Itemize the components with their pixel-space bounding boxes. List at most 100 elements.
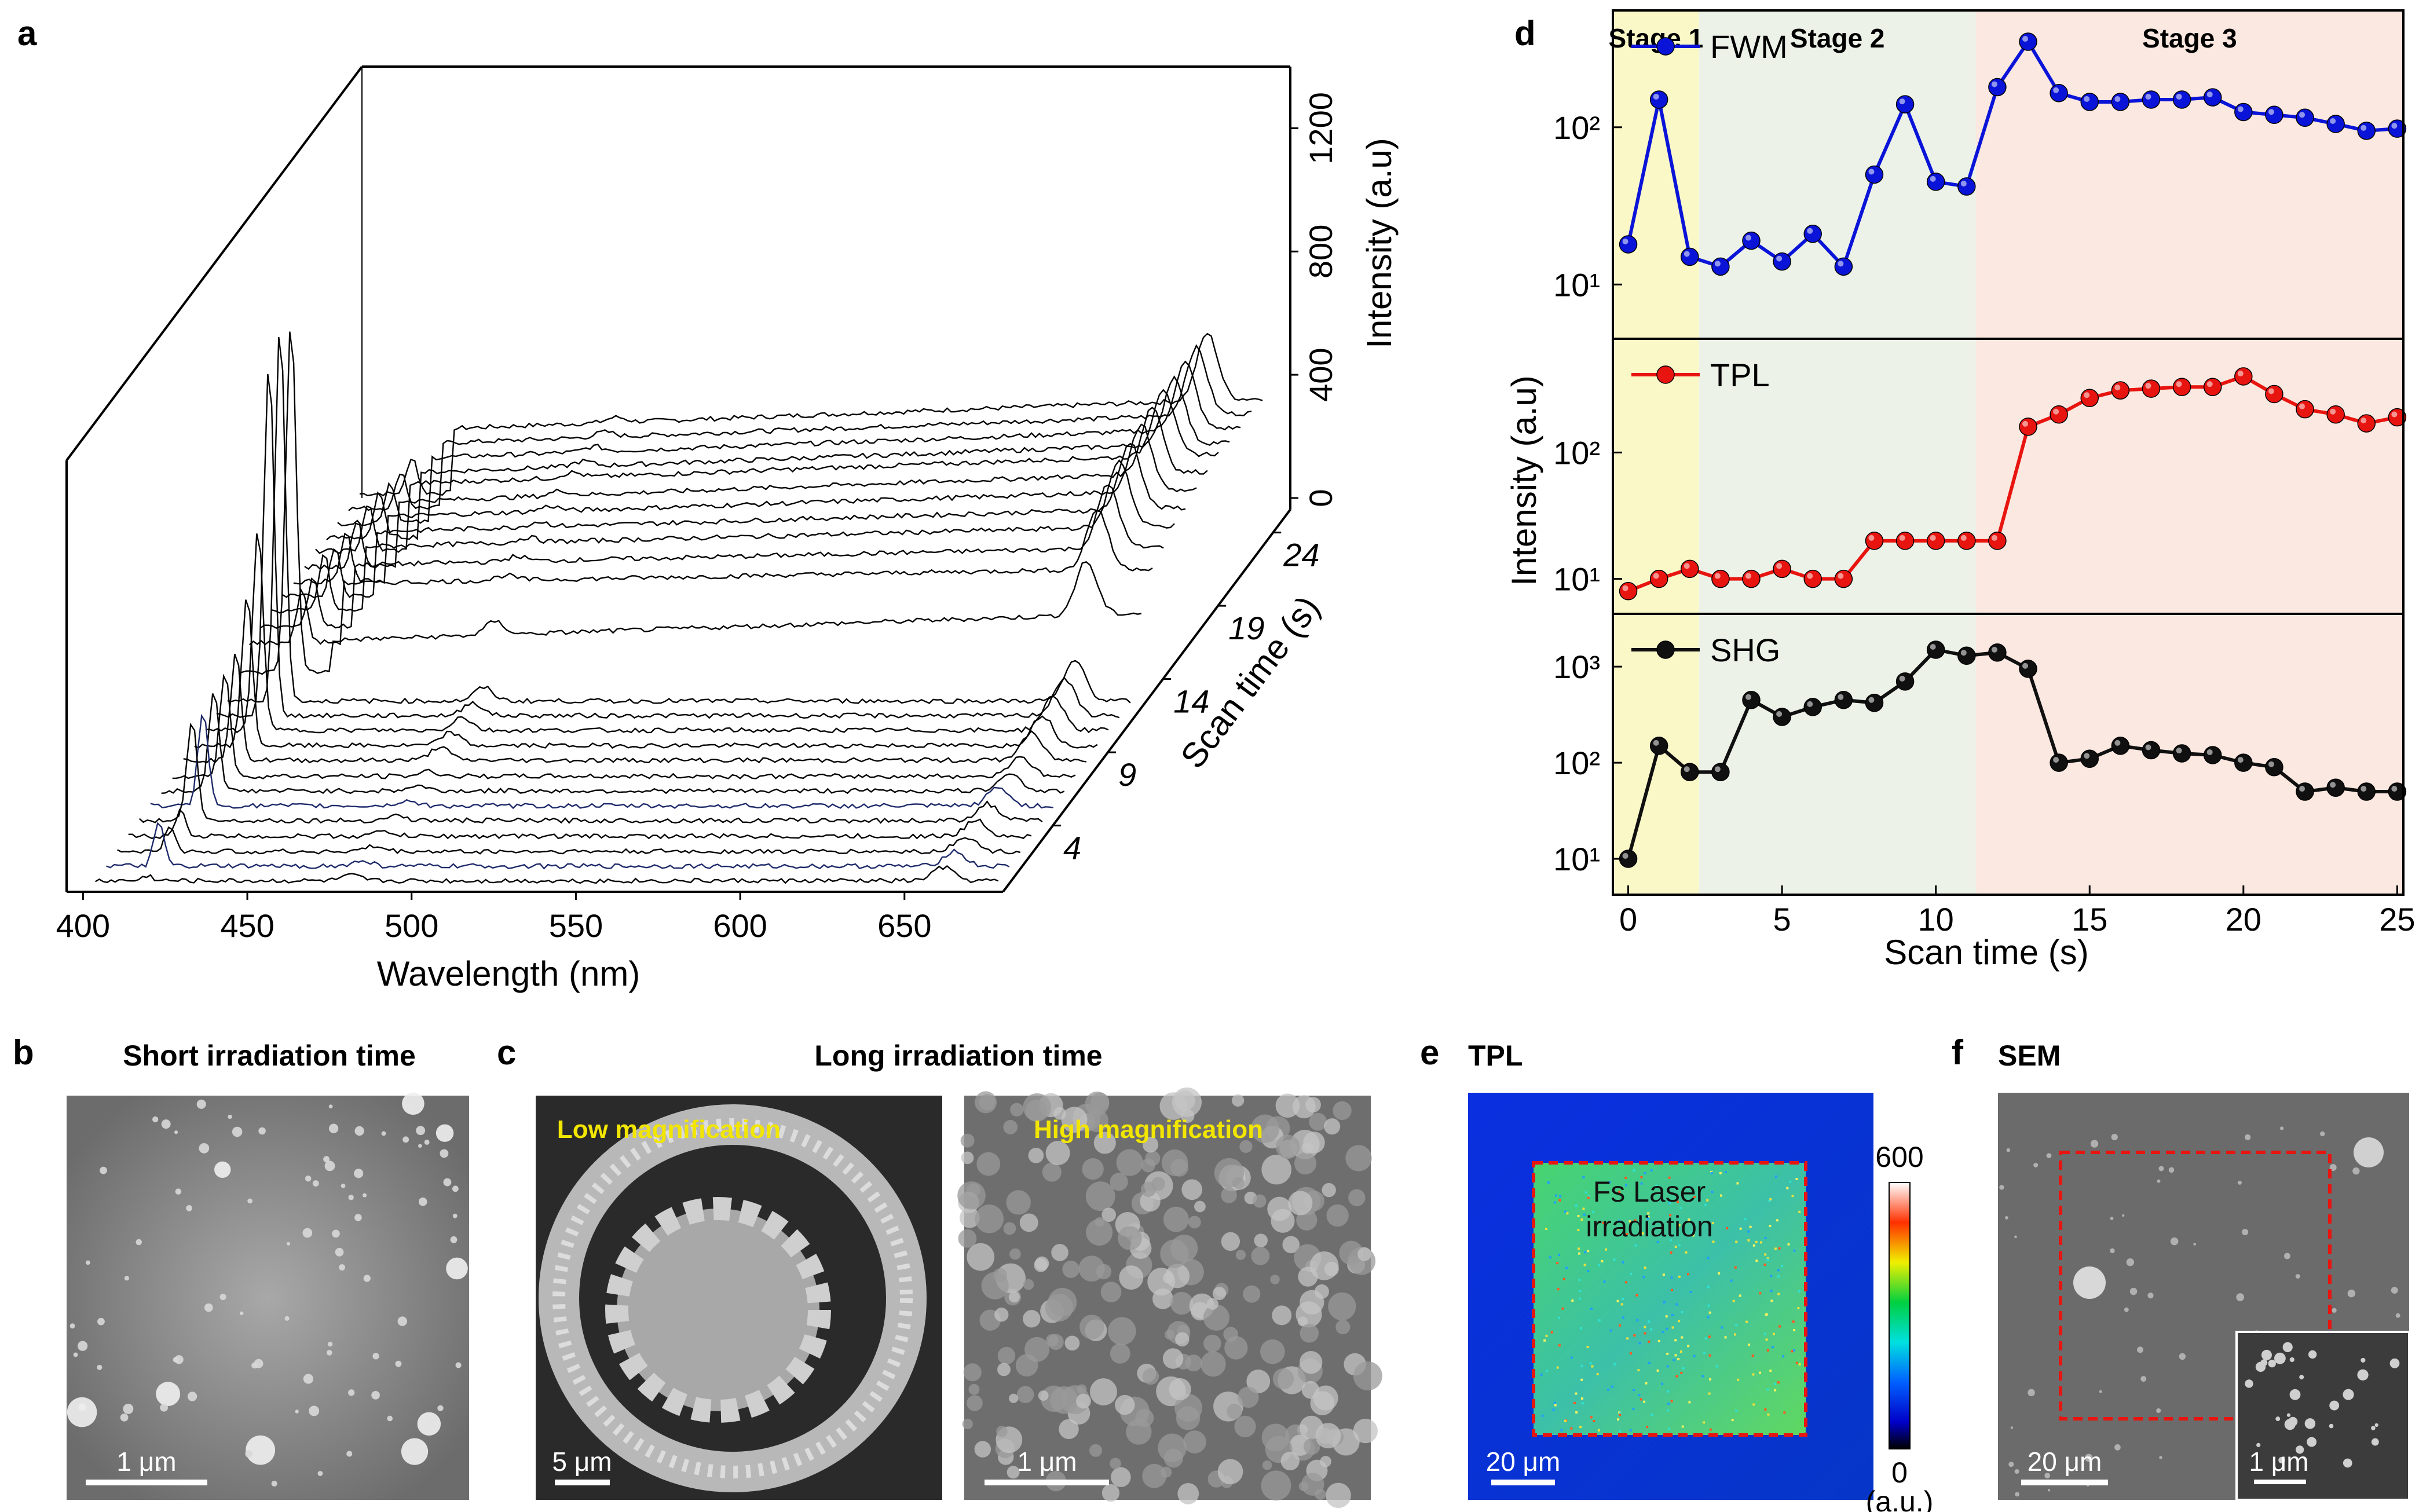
grain [1272,1305,1292,1326]
data-point [1681,559,1699,579]
spectrum-trace [260,484,1164,629]
grain [967,1395,983,1411]
speckle [1675,1375,1678,1378]
grain [1276,1134,1300,1159]
particle [417,1412,441,1436]
grain [1085,1181,1115,1211]
speckle [1791,1350,1794,1353]
grain [1174,1394,1203,1422]
particle [418,1197,427,1206]
speckle [1766,1388,1769,1391]
grain [1212,1287,1226,1301]
particle [199,1143,210,1154]
grain [1023,1093,1052,1122]
speckle [1582,1207,1585,1210]
grain [957,1181,986,1210]
data-point [2203,378,2222,397]
grain [1339,1240,1364,1265]
data-point-highlight [1745,235,1752,241]
data-point [2265,105,2283,125]
speckle [1650,1328,1653,1331]
speckle [1560,1429,1563,1432]
data-point [1957,177,1976,196]
particle [100,1166,107,1174]
speckle [1736,1182,1739,1185]
panel-c-left-scale: 5 μm [552,1447,612,1477]
x-tick-label: 15 [2072,901,2107,938]
speckle [1671,1313,1674,1316]
speckle [1656,1240,1659,1243]
data-point [2142,379,2161,398]
speckle [1559,1195,1562,1198]
speckle [1666,1352,1669,1355]
data-point-highlight [2330,782,2336,788]
legend-label: FWM [1710,28,1788,65]
speckle [1703,1421,1706,1424]
grain [1353,1361,1382,1391]
speckle [1755,1240,1758,1243]
grain [1015,1354,1038,1377]
data-point [1926,532,1945,550]
speckle [1629,1352,1632,1355]
grain [1181,1179,1203,1200]
grain [1110,1458,1121,1470]
data-point-highlight [2114,385,2121,391]
debris [2129,1287,2138,1295]
y-tick-label: 10² [1553,109,1600,146]
speckle [1580,1364,1583,1367]
panel-c-right-caption: High magnification [1034,1115,1263,1144]
spectrum-trace [194,599,1098,749]
speckle [1554,1404,1557,1407]
debris [2395,1313,2400,1318]
x-tick-label: 10 [1918,901,1954,938]
speckle [1557,1288,1560,1291]
grain [1007,1466,1020,1479]
speckle [1582,1176,1585,1179]
x-tick-label: 25 [2379,901,2415,938]
data-point-highlight [1653,739,1659,746]
subplot-frame [1612,613,2405,896]
data-point-highlight [1868,534,1875,541]
grain [1059,1419,1079,1440]
data-point [1742,231,1761,250]
panel-c-right-scale: 1 μm [1017,1447,1077,1477]
data-point-highlight [2330,408,2336,415]
grain [993,1268,1007,1283]
data-point [2111,93,2130,111]
speckle [1663,1301,1666,1304]
grain [1053,1107,1066,1120]
legend-marker [1656,365,1675,384]
grain [1009,1248,1021,1260]
grain [1300,1324,1319,1343]
particle [387,1415,393,1422]
speckle [1619,1324,1622,1327]
speckle [1778,1247,1781,1250]
grain [1206,1298,1218,1310]
speckle [1589,1362,1592,1365]
inset-particle [2343,1458,2352,1468]
stage-label: Stage 2 [1790,23,1885,53]
y-tick-label: 10¹ [1553,561,1600,598]
data-point [2265,757,2283,777]
data-point [2265,385,2283,404]
data-point [2172,744,2191,763]
data-point [2296,400,2314,419]
panel-d-xlabel: Scan time (s) [1884,933,2088,972]
debris [2046,1153,2052,1158]
data-point [2080,93,2099,111]
speckle [1777,1269,1780,1272]
spectrum-trace [128,808,1032,840]
speckle [1646,1426,1649,1429]
speckle [1786,1187,1789,1189]
grain [1008,1291,1020,1303]
debris [2015,1492,2019,1497]
particle [395,1360,402,1367]
panel-e-scale-text: 20 μm [1486,1447,1561,1477]
grain [1282,1236,1300,1254]
data-point [1803,569,1822,588]
speckle [1611,1385,1613,1388]
particle [251,1362,258,1369]
speckle [1607,1388,1610,1391]
data-point-highlight [1745,694,1752,700]
data-point-highlight [1868,697,1875,703]
